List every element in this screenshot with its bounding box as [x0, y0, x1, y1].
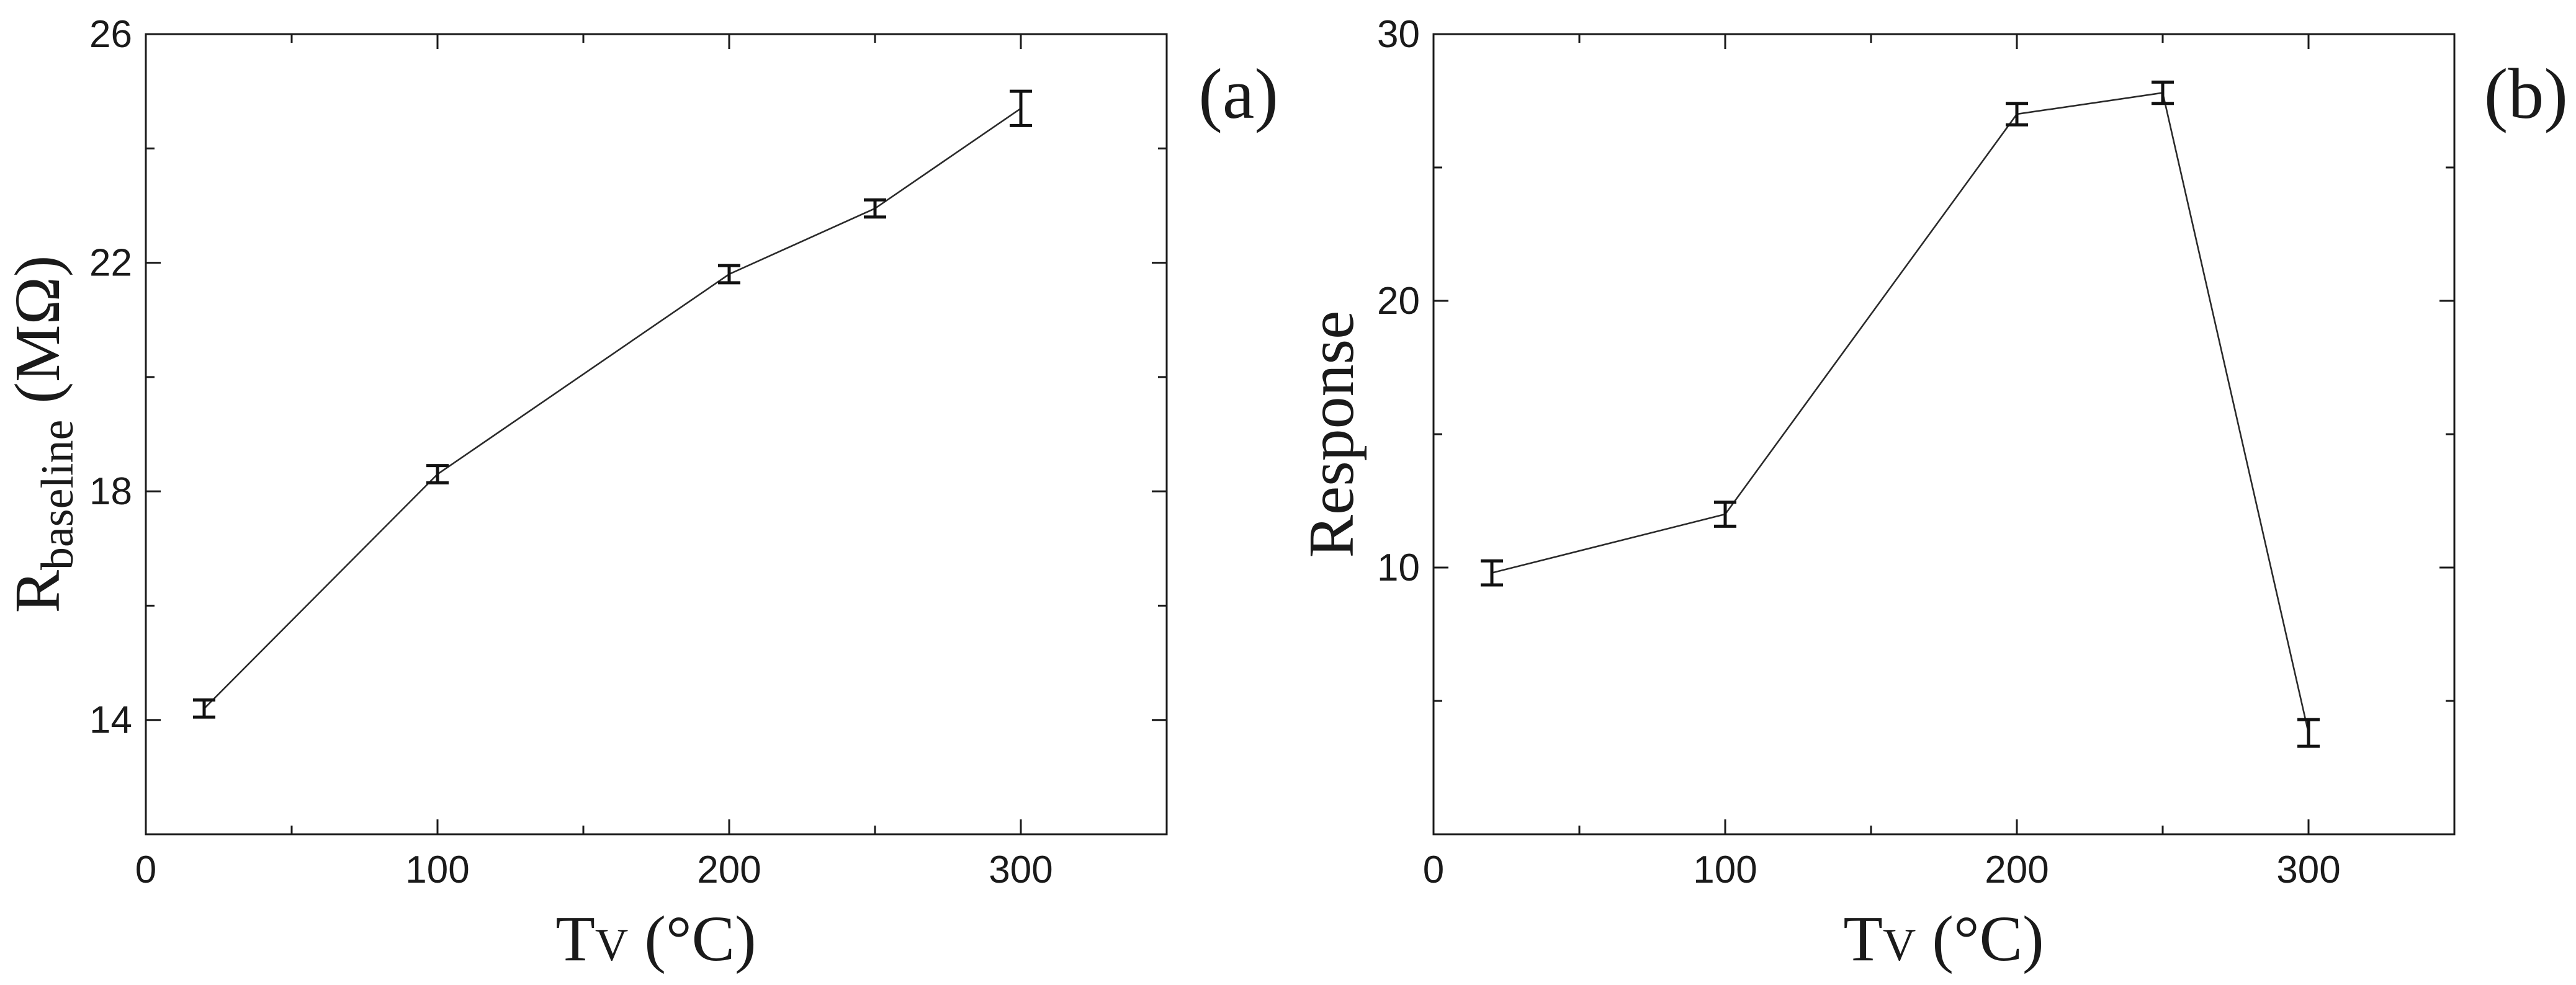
x-tick-label: 200 [697, 849, 761, 891]
tick-labels-b: 0 100 200 300 10 20 30 [1377, 13, 2341, 891]
plot-frame-b [1432, 33, 2456, 836]
data-point [2006, 102, 2028, 127]
data-point [718, 264, 740, 285]
y-tick-label: 30 [1377, 13, 1420, 56]
series-b [1481, 80, 2320, 748]
panel-b: 0 100 200 300 10 20 30 (b) TV (°C) Response [1296, 13, 2568, 974]
tick-marks-a [145, 33, 1168, 834]
x-tick-label: 0 [135, 849, 156, 891]
y-tick-label: 26 [89, 13, 132, 56]
series-line [1491, 92, 2310, 733]
x-tick-label: 0 [1423, 849, 1444, 891]
x-tick-label: 200 [1985, 849, 2049, 891]
data-point [1481, 559, 1503, 587]
y-tick-label: 10 [1377, 546, 1420, 589]
y-axis-label-a: Rbaseline (MΩ) [2, 256, 83, 613]
x-tick-label: 300 [989, 849, 1052, 891]
panel-a: 0 100 200 300 14 18 22 26 (a) TV (°C) Rbaseline… [2, 13, 1278, 974]
x-tick-label: 100 [1693, 849, 1757, 891]
x-tick-label: 300 [2276, 849, 2340, 891]
series-a [193, 89, 1032, 719]
data-point [2297, 718, 2320, 748]
y-tick-label: 14 [89, 699, 132, 742]
data-point [426, 464, 449, 484]
x-axis-label-a: TV (°C) [555, 903, 756, 974]
series-line [204, 107, 1021, 710]
y-tick-label: 22 [89, 242, 132, 285]
data-point [1010, 89, 1032, 127]
tick-labels-a: 0 100 200 300 14 18 22 26 [89, 13, 1053, 891]
x-axis-label-b: TV (°C) [1843, 903, 2044, 974]
tick-marks-b [1432, 33, 2456, 834]
y-tick-label: 20 [1377, 280, 1420, 323]
panel-label-b: (b) [2484, 55, 2568, 134]
data-point [864, 198, 886, 219]
y-axis-label-b: Response [1296, 311, 1367, 558]
x-tick-label: 100 [405, 849, 469, 891]
data-point [193, 698, 215, 719]
data-point [2152, 80, 2174, 105]
panel-label-a: (a) [1198, 55, 1278, 134]
plot-frame-a [145, 33, 1168, 836]
y-tick-label: 18 [89, 470, 132, 513]
data-point [1714, 501, 1736, 528]
